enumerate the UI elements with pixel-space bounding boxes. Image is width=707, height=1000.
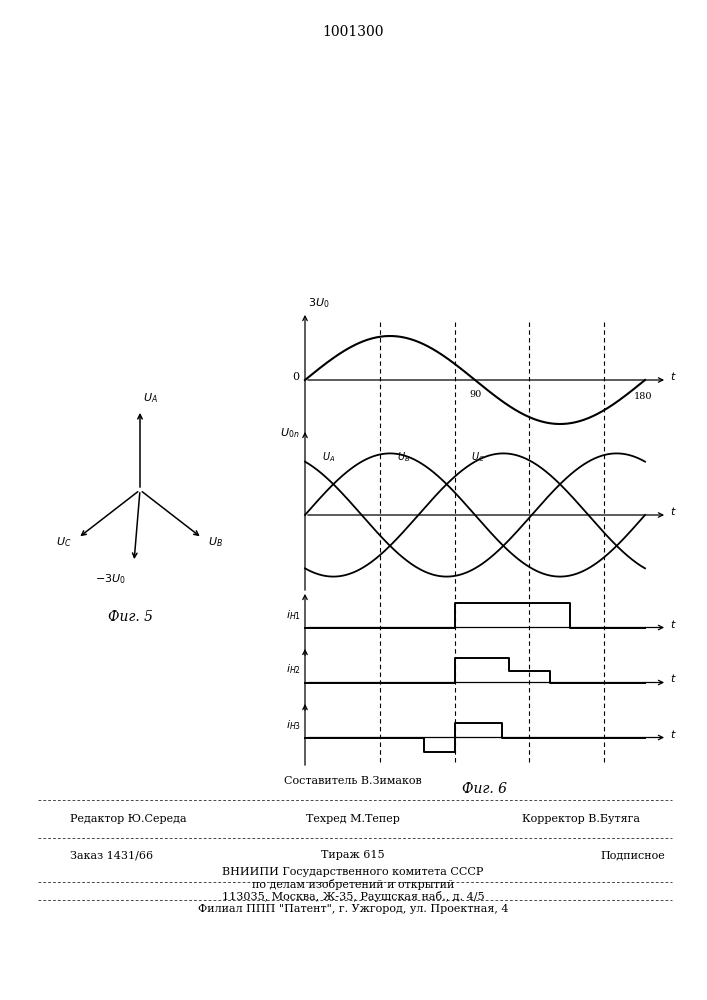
Text: $i_{H2}$: $i_{H2}$ — [286, 663, 301, 676]
Text: Корректор В.Бутяга: Корректор В.Бутяга — [522, 814, 640, 824]
Text: Техред М.Тепер: Техред М.Тепер — [306, 814, 400, 824]
Text: $t$: $t$ — [670, 672, 677, 684]
Text: Подписное: Подписное — [600, 850, 665, 860]
Text: Фиг. 6: Фиг. 6 — [462, 782, 508, 796]
Text: $U_B$: $U_B$ — [397, 450, 410, 464]
Text: Заказ 1431/66: Заказ 1431/66 — [70, 850, 153, 860]
Text: 90: 90 — [469, 390, 481, 399]
Text: 0: 0 — [292, 372, 299, 382]
Text: Тираж 615: Тираж 615 — [321, 850, 385, 860]
Text: $t$: $t$ — [670, 617, 677, 630]
Text: 113035, Москва, Ж-35, Раушская наб., д. 4/5: 113035, Москва, Ж-35, Раушская наб., д. … — [222, 891, 484, 902]
Text: $U_B$: $U_B$ — [208, 535, 223, 549]
Text: Фиг. 5: Фиг. 5 — [107, 610, 153, 624]
Text: $U_A$: $U_A$ — [322, 450, 335, 464]
Text: 1001300: 1001300 — [322, 25, 384, 39]
Text: $U_C$: $U_C$ — [472, 450, 485, 464]
Text: $U_A$: $U_A$ — [143, 391, 158, 405]
Text: $t$: $t$ — [670, 505, 677, 517]
Text: $3U_0$: $3U_0$ — [308, 296, 329, 310]
Text: $t$: $t$ — [670, 370, 677, 382]
Text: $-3U_0$: $-3U_0$ — [95, 572, 126, 586]
Text: Редактор Ю.Середа: Редактор Ю.Середа — [70, 814, 187, 824]
Text: ВНИИПИ Государственного комитета СССР: ВНИИПИ Государственного комитета СССР — [222, 867, 484, 877]
Text: по делам изобретений и открытий: по делам изобретений и открытий — [252, 879, 454, 890]
Text: $U_{0n}$: $U_{0n}$ — [279, 426, 299, 440]
Text: $U_C$: $U_C$ — [57, 535, 72, 549]
Text: $i_{H3}$: $i_{H3}$ — [286, 718, 301, 732]
Text: Составитель В.Зимаков: Составитель В.Зимаков — [284, 776, 422, 786]
Text: 180: 180 — [633, 392, 653, 401]
Text: Филиал ППП "Патент", г. Ужгород, ул. Проектная, 4: Филиал ППП "Патент", г. Ужгород, ул. Про… — [198, 904, 508, 914]
Text: $t$: $t$ — [670, 728, 677, 740]
Text: $i_{H1}$: $i_{H1}$ — [286, 608, 301, 621]
